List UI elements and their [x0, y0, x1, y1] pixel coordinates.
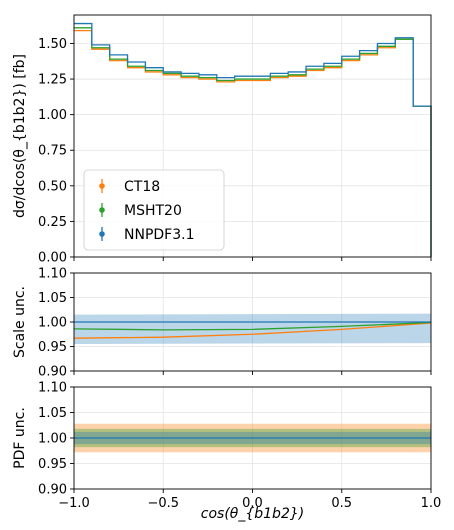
y-tick-label: 1.50	[38, 37, 67, 52]
y-axis-label: dσ/dcos(θ_{b1b2}) [fb]	[12, 54, 28, 218]
y-tick-label: 0.00	[38, 251, 67, 266]
x-tick-label: 0.0	[242, 496, 263, 511]
y-tick-label: 1.00	[38, 108, 67, 123]
x-tick-label: −1.0	[58, 496, 90, 511]
legend-msht20-label: MSHT20	[124, 203, 182, 219]
y-tick-label: 0.95	[38, 340, 67, 355]
x-tick-label: −0.5	[147, 496, 179, 511]
y-tick-label: 0.75	[38, 144, 67, 159]
y-axis-label: PDF unc.	[12, 407, 28, 469]
y-tick-label: 1.10	[38, 381, 67, 396]
x-tick-label: 1.0	[421, 496, 442, 511]
y-tick-label: 0.25	[38, 215, 67, 230]
x-tick-label: 0.5	[331, 496, 352, 511]
y-tick-label: 1.25	[38, 73, 67, 88]
legend-ct18-label: CT18	[124, 179, 160, 195]
series-nnpdf31-line	[74, 22, 432, 257]
legend-nnpdf31-label: NNPDF3.1	[124, 227, 195, 243]
y-tick-label: 0.50	[38, 179, 67, 194]
y-tick-label: 0.90	[38, 483, 67, 498]
y-tick-label: 1.05	[38, 406, 67, 421]
y-tick-label: 1.05	[38, 291, 67, 306]
legend-nnpdf31-marker	[99, 231, 105, 237]
x-axis-label: cos(θ_{b1b2})	[201, 506, 304, 522]
series-ct18-line	[73, 322, 432, 339]
y-tick-label: 1.00	[38, 432, 67, 447]
y-tick-label: 0.95	[38, 457, 67, 472]
y-tick-label: 1.10	[38, 267, 67, 282]
series-msht20-line	[73, 321, 432, 331]
y-axis-label: Scale unc.	[12, 286, 28, 358]
legend-box	[83, 169, 225, 251]
y-tick-label: 0.90	[38, 365, 67, 380]
legend-msht20-marker	[99, 207, 105, 213]
y-tick-label: 1.00	[38, 316, 67, 331]
legend-ct18-marker	[99, 183, 105, 189]
